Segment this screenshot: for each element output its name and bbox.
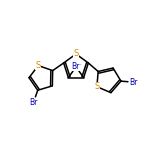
Text: S: S (36, 61, 41, 70)
Text: Br: Br (29, 98, 38, 107)
Text: S: S (73, 50, 79, 59)
Text: Br: Br (71, 62, 80, 71)
Text: Br: Br (130, 78, 138, 87)
Text: Br: Br (72, 62, 81, 71)
Text: S: S (94, 82, 100, 91)
